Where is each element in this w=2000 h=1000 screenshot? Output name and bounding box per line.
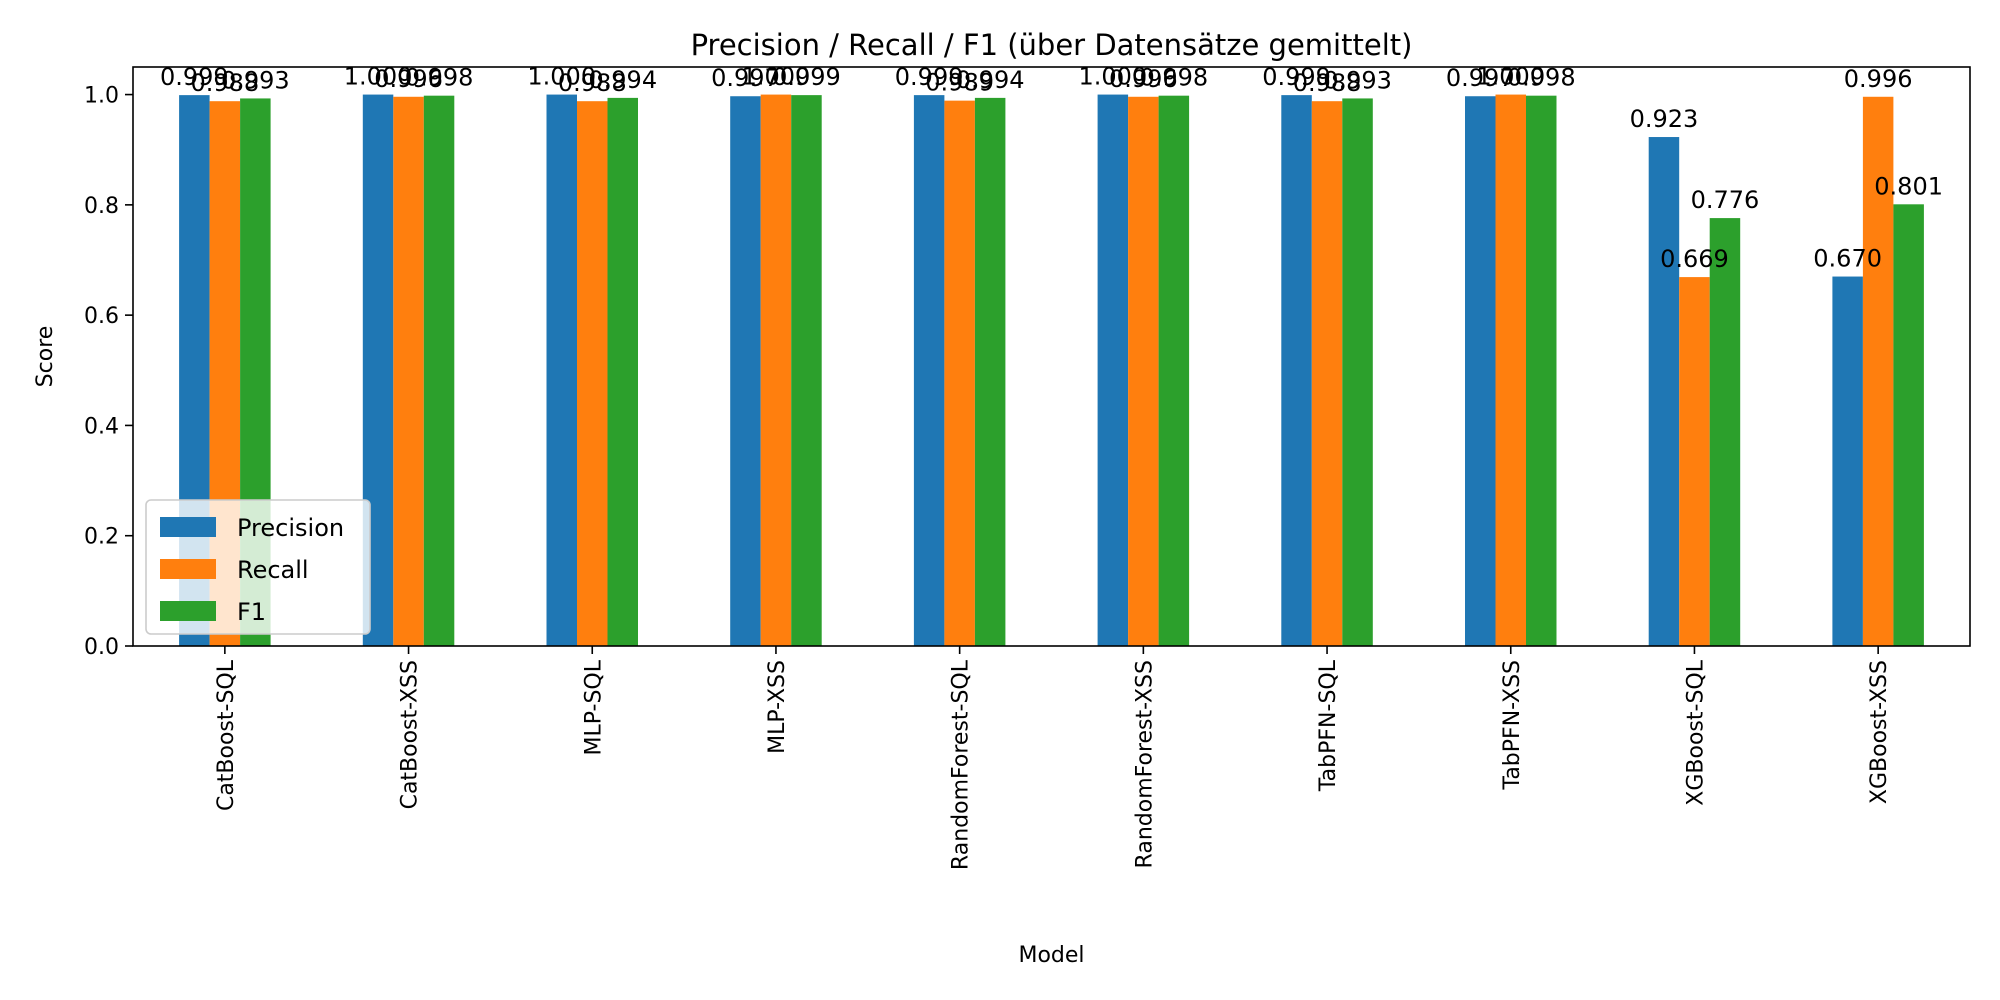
bar-precision-xgboost-xss [1832,276,1863,646]
bar-precision-tabpfn-xss [1465,96,1496,647]
bar-precision-xgboost-sql [1648,137,1680,646]
legend-swatch-recall [160,559,216,579]
y-tick-label: 0.6 [84,304,119,329]
value-label-recall-catboost-sql: 0.988 [190,69,259,97]
y-axis-label: Score [33,326,58,388]
chart-title: Precision / Recall / F1 (über Datensätze… [691,28,1413,62]
value-label-precision-xgboost-sql: 0.923 [1630,105,1699,133]
value-label-recall-xgboost-xss: 0.996 [1844,65,1913,93]
x-tick-label: TabPFN-XSS [1500,660,1525,790]
value-label-f1-catboost-sql: 0.993 [221,66,290,94]
value-label-f1-xgboost-sql: 0.776 [1691,186,1760,214]
legend-swatch-f1 [160,601,216,621]
y-axis-ticks: 0.0 0.2 0.4 0.6 0.8 1.0 [84,84,133,660]
value-label-precision-mlp-xss: 0.997 [711,64,780,92]
legend-label-f1: F1 [237,598,266,626]
x-tick-label: CatBoost-SQL [214,659,239,811]
bar-f1-tabpfn-sql [1342,98,1373,647]
value-label-recall-mlp-sql: 0.988 [558,69,627,97]
x-tick-label: TabPFN-SQL [1316,659,1341,792]
value-label-precision-tabpfn-xss: 0.997 [1446,64,1515,92]
y-tick-label: 0.2 [84,525,119,550]
y-tick-label: 0.0 [84,635,119,660]
value-label-f1-catboost-xss: 0.998 [405,64,474,92]
bar-precision-tabpfn-sql [1281,95,1312,646]
bar-precision-randomforest-sql [913,95,945,646]
value-label-precision-xgboost-xss: 0.670 [1813,245,1882,273]
legend-swatch-precision [160,517,216,537]
value-label-recall-tabpfn-sql: 0.988 [1293,69,1362,97]
x-tick-label: RandomForest-XSS [1132,660,1157,868]
bar-recall-xgboost-sql [1679,277,1710,646]
legend-label-precision: Precision [237,514,344,542]
bar-f1-xgboost-xss [1893,204,1924,646]
bar-recall-catboost-xss [393,96,424,646]
bar-recall-mlp-sql [577,101,608,646]
value-label-recall-catboost-xss: 0.996 [374,65,443,93]
y-tick-label: 0.4 [84,414,119,439]
bar-f1-mlp-xss [791,95,822,646]
legend: Precision Recall F1 [145,499,371,635]
plot-area-frame [132,66,1971,647]
bar-recall-mlp-xss [760,94,792,647]
x-tick-label: XGBoost-SQL [1683,659,1708,805]
x-tick-label: MLP-SQL [581,659,606,755]
bar-f1-tabpfn-xss [1526,95,1557,646]
value-label-f1-mlp-sql: 0.994 [588,66,657,94]
value-label-f1-tabpfn-xss: 0.998 [1507,64,1576,92]
value-labels-group: 0.999 1.000 1.000 0.997 0.999 1.000 0.999 0.997… [160,63,1943,274]
bar-f1-catboost-xss [423,95,455,646]
bar-recall-randomforest-xss [1128,96,1159,646]
value-label-recall-randomforest-sql: 0.989 [925,69,994,97]
bar-recall-tabpfn-xss [1495,94,1526,647]
bar-f1-randomforest-sql [974,97,1006,646]
value-label-f1-randomforest-sql: 0.994 [956,66,1025,94]
value-label-f1-tabpfn-sql: 0.993 [1323,66,1392,94]
bar-recall-tabpfn-sql [1311,101,1343,646]
bar-precision-randomforest-xss [1097,94,1129,647]
value-label-f1-xgboost-xss: 0.801 [1874,172,1943,200]
x-tick-label: RandomForest-SQL [949,659,974,870]
bar-recall-xgboost-xss [1862,96,1894,646]
value-label-f1-randomforest-xss: 0.998 [1139,64,1208,92]
x-tick-label: CatBoost-XSS [398,660,423,809]
bar-precision-mlp-sql [546,94,577,647]
y-tick-label: 1.0 [84,84,119,109]
legend-label-recall: Recall [237,556,309,584]
x-tick-label: XGBoost-XSS [1867,660,1892,804]
x-axis-ticks: CatBoost-SQL CatBoost-XSS MLP-SQL MLP-XSS Ra… [214,646,1892,870]
bar-recall-randomforest-sql [944,100,975,646]
value-label-recall-randomforest-xss: 0.996 [1109,65,1178,93]
bar-f1-xgboost-sql [1709,218,1741,646]
x-axis-label: Model [1018,943,1084,968]
y-tick-label: 0.8 [84,194,119,219]
bar-f1-mlp-sql [607,97,638,646]
bar-precision-mlp-xss [730,96,761,647]
value-label-recall-xgboost-sql: 0.669 [1660,245,1729,273]
bar-f1-randomforest-xss [1158,95,1190,646]
x-tick-label: MLP-XSS [765,660,790,754]
bars-group [179,94,1924,647]
